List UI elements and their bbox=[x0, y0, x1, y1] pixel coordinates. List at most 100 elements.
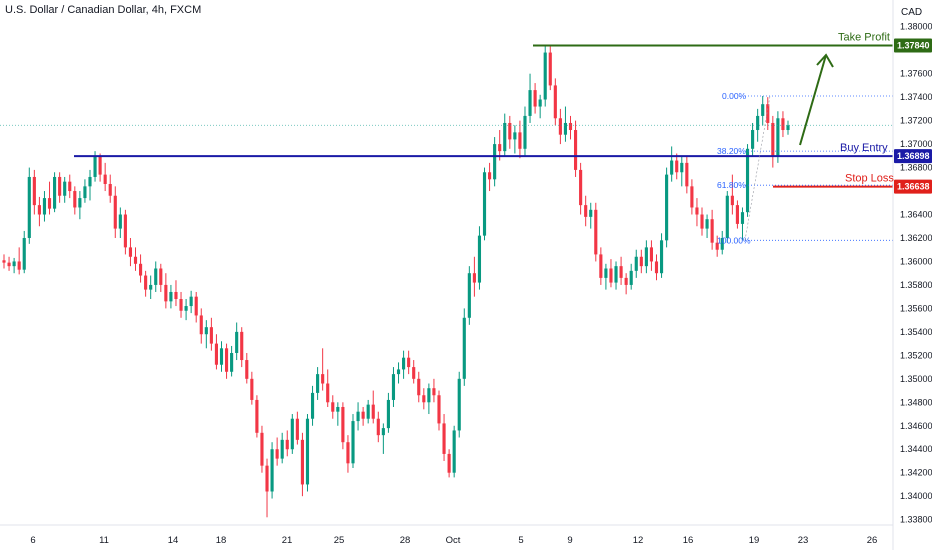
candle-body bbox=[644, 247, 648, 267]
candle-body bbox=[462, 317, 466, 379]
candle-body bbox=[715, 242, 719, 250]
candle-body bbox=[275, 449, 279, 459]
price-tick-label: 1.36800 bbox=[900, 163, 932, 173]
candle-body bbox=[437, 395, 441, 424]
time-tick-label: 12 bbox=[633, 535, 644, 546]
candle-body bbox=[761, 104, 765, 116]
candle-body bbox=[159, 268, 163, 285]
candle-body bbox=[58, 176, 62, 196]
candle-body bbox=[290, 418, 294, 450]
fib-level-label: 38.20% bbox=[717, 146, 746, 156]
candle-body bbox=[422, 395, 426, 403]
level-price-tag-text: 1.36898 bbox=[897, 151, 930, 161]
time-tick-label: 21 bbox=[282, 535, 293, 546]
price-tick-label: 1.36000 bbox=[900, 256, 932, 266]
candle-body bbox=[417, 378, 421, 396]
candle-body bbox=[771, 122, 775, 156]
candle-body bbox=[174, 291, 178, 300]
candle-body bbox=[199, 315, 203, 335]
price-tick-label: 1.35600 bbox=[900, 303, 932, 313]
candle-body bbox=[634, 256, 638, 271]
level-price-tag bbox=[894, 149, 932, 164]
time-tick-label: 11 bbox=[99, 535, 109, 546]
candle-body bbox=[27, 176, 31, 238]
price-tick-label: 1.35000 bbox=[900, 374, 932, 384]
candle-body bbox=[619, 266, 623, 278]
candle-body bbox=[710, 219, 714, 243]
annotations-group: Take Profit Buy Entry Stop Loss bbox=[799, 32, 894, 185]
candle-body bbox=[553, 85, 557, 119]
candle-body bbox=[7, 262, 11, 267]
price-tick-label: 1.33800 bbox=[900, 515, 932, 525]
candle-body bbox=[341, 406, 345, 443]
time-tick-label: 5 bbox=[518, 535, 523, 546]
candle-body bbox=[240, 331, 244, 361]
candle-body bbox=[730, 195, 734, 206]
candle-body bbox=[589, 209, 593, 217]
candle-body bbox=[584, 205, 588, 217]
candle-body bbox=[73, 191, 77, 208]
time-tick-label: 25 bbox=[334, 535, 345, 546]
candle-body bbox=[42, 198, 47, 215]
candle-body bbox=[32, 176, 36, 206]
currency-label: CAD bbox=[901, 7, 923, 18]
candle-body bbox=[725, 195, 729, 238]
candle-body bbox=[133, 256, 138, 264]
level-price-tag bbox=[894, 38, 932, 53]
time-tick-label: 9 bbox=[567, 535, 572, 546]
candle-body bbox=[781, 118, 785, 131]
candle-body bbox=[452, 430, 456, 473]
levels-group: 1.37840 1.36898 1.36638 bbox=[0, 38, 932, 194]
candle-body bbox=[568, 122, 573, 131]
candle-body bbox=[204, 327, 208, 335]
level-price-tag-text: 1.36638 bbox=[897, 182, 930, 192]
candle-body bbox=[467, 273, 471, 318]
candle-body bbox=[376, 418, 380, 436]
candle-body bbox=[184, 306, 188, 311]
fib-level-label: 100.00% bbox=[717, 235, 751, 245]
candle-body bbox=[670, 160, 674, 175]
candle-body bbox=[609, 268, 613, 283]
time-axis[interactable]: 6 11 14 18 21 25 28 Oct 5 9 12 16 19 23 26 bbox=[0, 524, 893, 546]
candle-body bbox=[113, 195, 117, 229]
candle-body bbox=[523, 115, 527, 149]
candle-body bbox=[88, 176, 92, 187]
candle-body bbox=[83, 186, 87, 199]
time-tick-label: 16 bbox=[683, 535, 694, 546]
candle-body bbox=[154, 268, 158, 285]
candles-group bbox=[2, 45, 790, 518]
candle-body bbox=[194, 296, 198, 316]
candle-body bbox=[164, 284, 168, 302]
candle-body bbox=[2, 260, 6, 263]
candle-body bbox=[649, 247, 654, 262]
candle-body bbox=[326, 383, 330, 403]
candle-body bbox=[128, 247, 133, 257]
price-tick-label: 1.37400 bbox=[900, 92, 932, 102]
candle-body bbox=[543, 52, 547, 100]
candle-body bbox=[321, 374, 325, 384]
level-annotation-label: Take Profit bbox=[838, 32, 890, 44]
price-tick-label: 1.34000 bbox=[900, 491, 932, 501]
candle-body bbox=[47, 198, 52, 209]
candle-body bbox=[680, 162, 684, 173]
candle-body bbox=[675, 160, 679, 173]
candle-body bbox=[513, 132, 517, 140]
price-tick-label: 1.37000 bbox=[900, 139, 932, 149]
candle-body bbox=[786, 125, 790, 131]
level-price-tag bbox=[894, 179, 932, 194]
price-axis[interactable]: 1.38000 1.37600 1.37400 1.37200 1.37000 1.368… bbox=[892, 0, 932, 550]
fib-level-label: 0.00% bbox=[722, 91, 747, 101]
price-tick-label: 1.37600 bbox=[900, 69, 932, 79]
candle-body bbox=[123, 214, 127, 248]
candle-body bbox=[245, 360, 249, 379]
candle-body bbox=[599, 254, 603, 278]
candle-body bbox=[488, 172, 492, 180]
candle-body bbox=[22, 237, 26, 270]
candle-body bbox=[250, 378, 254, 400]
candle-body bbox=[604, 268, 608, 278]
candle-body bbox=[407, 357, 411, 368]
candle-body bbox=[685, 162, 689, 187]
candle-body bbox=[118, 214, 122, 229]
candle-body bbox=[316, 374, 320, 393]
